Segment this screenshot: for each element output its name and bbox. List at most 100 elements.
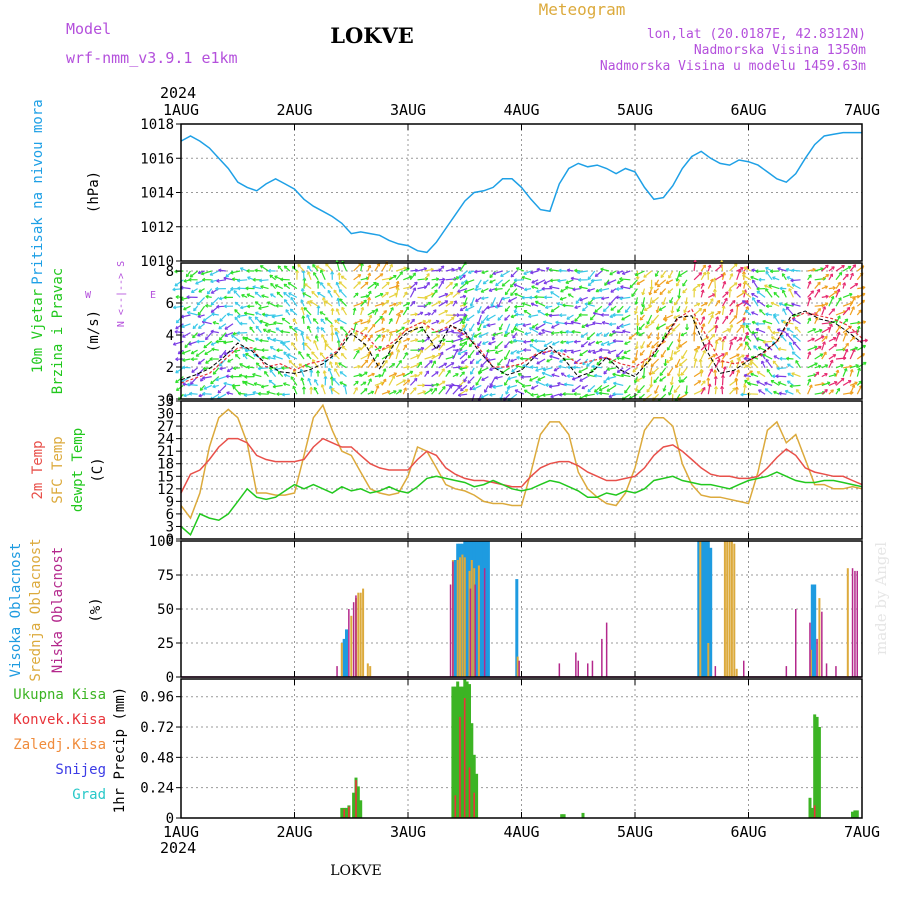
- mid-cloud-bar: [461, 554, 464, 677]
- wind-arrow-head: [494, 350, 498, 354]
- wind-arrow: [396, 267, 407, 272]
- wind-arrow-head: [202, 366, 206, 370]
- wind-arrow-head: [312, 359, 316, 362]
- wind-arrow-head: [635, 276, 639, 280]
- conv-precip-bar: [355, 780, 357, 818]
- wind-arrow: [381, 291, 389, 298]
- wind-arrow-head: [406, 366, 410, 369]
- wind-arrow: [227, 358, 234, 363]
- wind-arrow: [324, 300, 333, 307]
- wind-arrow-head: [634, 388, 637, 392]
- wind-arrow: [667, 288, 674, 294]
- wind-arrow-head: [451, 292, 454, 296]
- wind-arrow-head: [460, 360, 463, 364]
- wind-arrow-head: [862, 353, 865, 357]
- wind-arrow: [402, 344, 407, 351]
- wind-arrow-head: [531, 280, 534, 284]
- wind-arrow-head: [506, 385, 510, 389]
- wind-arrow: [474, 288, 482, 291]
- wind-arrow-head: [236, 331, 240, 334]
- wind-arrow-head: [389, 353, 392, 357]
- pressure-ytick-label: 1016: [140, 151, 174, 167]
- wind-arrow: [253, 348, 262, 351]
- wind-arrow: [755, 328, 766, 334]
- wind-arrow-head: [174, 269, 178, 273]
- wind-arrow-head: [267, 268, 271, 272]
- wind-arrow-head: [323, 370, 327, 374]
- wind-arrow-head: [254, 268, 258, 271]
- wind-arrow: [470, 297, 475, 307]
- wind-arrow: [565, 286, 574, 290]
- total-precip-bar: [340, 807, 344, 818]
- wind-arrow: [794, 290, 801, 298]
- wind-arrow-head: [759, 309, 763, 311]
- wind-arrow: [504, 288, 511, 296]
- wind-arrow-head: [530, 385, 534, 390]
- wind-arrow-head: [726, 291, 729, 295]
- total-precip-bar: [453, 686, 457, 818]
- wind-arrow: [639, 314, 645, 321]
- wind-arrow: [849, 348, 856, 360]
- wind-arrow: [341, 306, 348, 316]
- wind-arrow-head: [665, 325, 668, 330]
- wind-arrow: [409, 287, 416, 298]
- wind-arrow: [601, 296, 610, 300]
- wind-arrow: [835, 288, 840, 298]
- wind-arrow-head: [189, 391, 193, 394]
- wind-arrow: [700, 387, 706, 395]
- wind-arrow: [203, 340, 213, 349]
- wind-arrow: [234, 353, 241, 360]
- wind-arrow-head: [859, 367, 861, 372]
- wind-arrow: [272, 384, 283, 388]
- wind-arrow: [765, 288, 773, 298]
- wind-arrow: [567, 269, 574, 272]
- wind-arrow: [283, 374, 290, 378]
- wind-arrow: [792, 318, 801, 325]
- wind-arrow: [842, 332, 847, 342]
- wind-arrow: [494, 340, 504, 350]
- wind-arrow: [507, 393, 518, 402]
- wind-arrow-head: [219, 366, 223, 370]
- wind-arrow: [782, 308, 787, 316]
- temp-title-dew: dewpt Temp: [70, 428, 86, 512]
- wind-arrow-head: [550, 351, 553, 355]
- wind-arrow: [756, 380, 766, 386]
- wind-arrow: [835, 315, 841, 325]
- wind-arrow: [770, 302, 780, 307]
- wind-arrow-head: [421, 328, 425, 332]
- wind-arrow-head: [656, 336, 659, 340]
- wind-arrow: [329, 385, 333, 395]
- wind-arrow: [581, 384, 588, 390]
- wind-arrow: [649, 297, 653, 308]
- wind-arrow-head: [812, 290, 814, 294]
- wind-arrow: [395, 340, 402, 351]
- wind-arrow: [175, 323, 184, 330]
- wind-arrow-head: [573, 391, 577, 395]
- wind-arrow: [263, 328, 269, 334]
- wind-arrow: [753, 345, 759, 351]
- wind-arrow: [743, 374, 752, 378]
- wind-arrow-head: [451, 268, 455, 272]
- wind-arrow-head: [331, 324, 334, 328]
- wind-arrow: [258, 393, 269, 395]
- wind-arrow-head: [182, 358, 186, 361]
- wind-arrow: [536, 349, 546, 352]
- wind-arrow: [321, 384, 326, 395]
- wind-arrow: [743, 331, 749, 342]
- wind-arrow: [635, 385, 638, 392]
- wind-arrow-head: [460, 318, 463, 322]
- wind-arrow: [693, 283, 701, 290]
- wind-arrow: [302, 342, 305, 351]
- wind-arrow: [467, 349, 475, 359]
- wind-arrow: [340, 326, 347, 334]
- wind-arrow-head: [210, 329, 214, 332]
- wind-arrow: [395, 326, 405, 334]
- wind-arrow-head: [702, 289, 705, 293]
- wind-arrow-head: [779, 356, 783, 360]
- wind-arrow: [560, 288, 567, 293]
- wind-arrow-head: [789, 341, 793, 345]
- wind-arrow-head: [501, 296, 505, 300]
- wind-arrow: [785, 306, 794, 316]
- wind-arrow-head: [558, 364, 562, 367]
- wind-arrow: [642, 297, 646, 308]
